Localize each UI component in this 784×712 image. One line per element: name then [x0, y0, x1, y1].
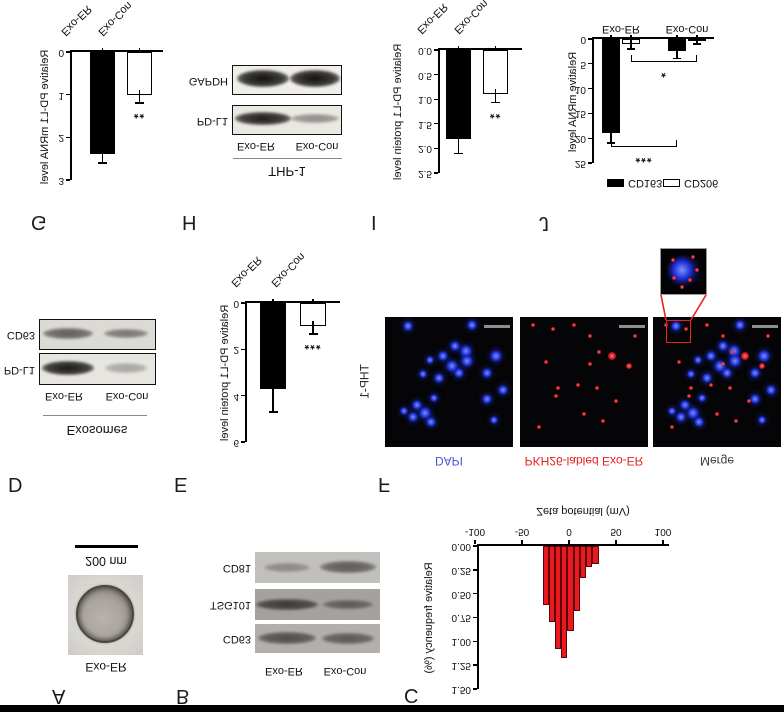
y-tick: [588, 63, 592, 65]
error-bar-cap: [627, 48, 635, 50]
sig-bracket-line: [611, 145, 677, 148]
y-tick: [588, 137, 592, 139]
sig-bracket-cap: [631, 55, 633, 63]
y-axis: [592, 37, 594, 163]
significance-stars: *: [661, 66, 667, 81]
legend-label: CD163: [628, 177, 663, 189]
y-tick: [588, 162, 592, 164]
x-group-label: Exo-Con: [665, 23, 709, 35]
bar: [602, 39, 620, 134]
sig-bracket-cap: [695, 55, 697, 63]
legend-swatch: [663, 179, 680, 187]
x-group-label: Exo-ER: [602, 23, 640, 35]
significance-stars: ***: [635, 151, 653, 166]
legend-swatch: [607, 179, 624, 187]
sig-bracket-cap: [675, 140, 677, 148]
error-bar-cap: [693, 43, 701, 45]
sig-bracket-cap: [611, 140, 613, 148]
y-tick: [588, 112, 592, 115]
y-tick: [588, 87, 592, 90]
legend-label: CD206: [684, 177, 719, 189]
error-bar-cap: [673, 57, 681, 60]
y-axis-title: Relative mRNA level: [566, 51, 579, 153]
sig-bracket-line: [631, 60, 697, 63]
